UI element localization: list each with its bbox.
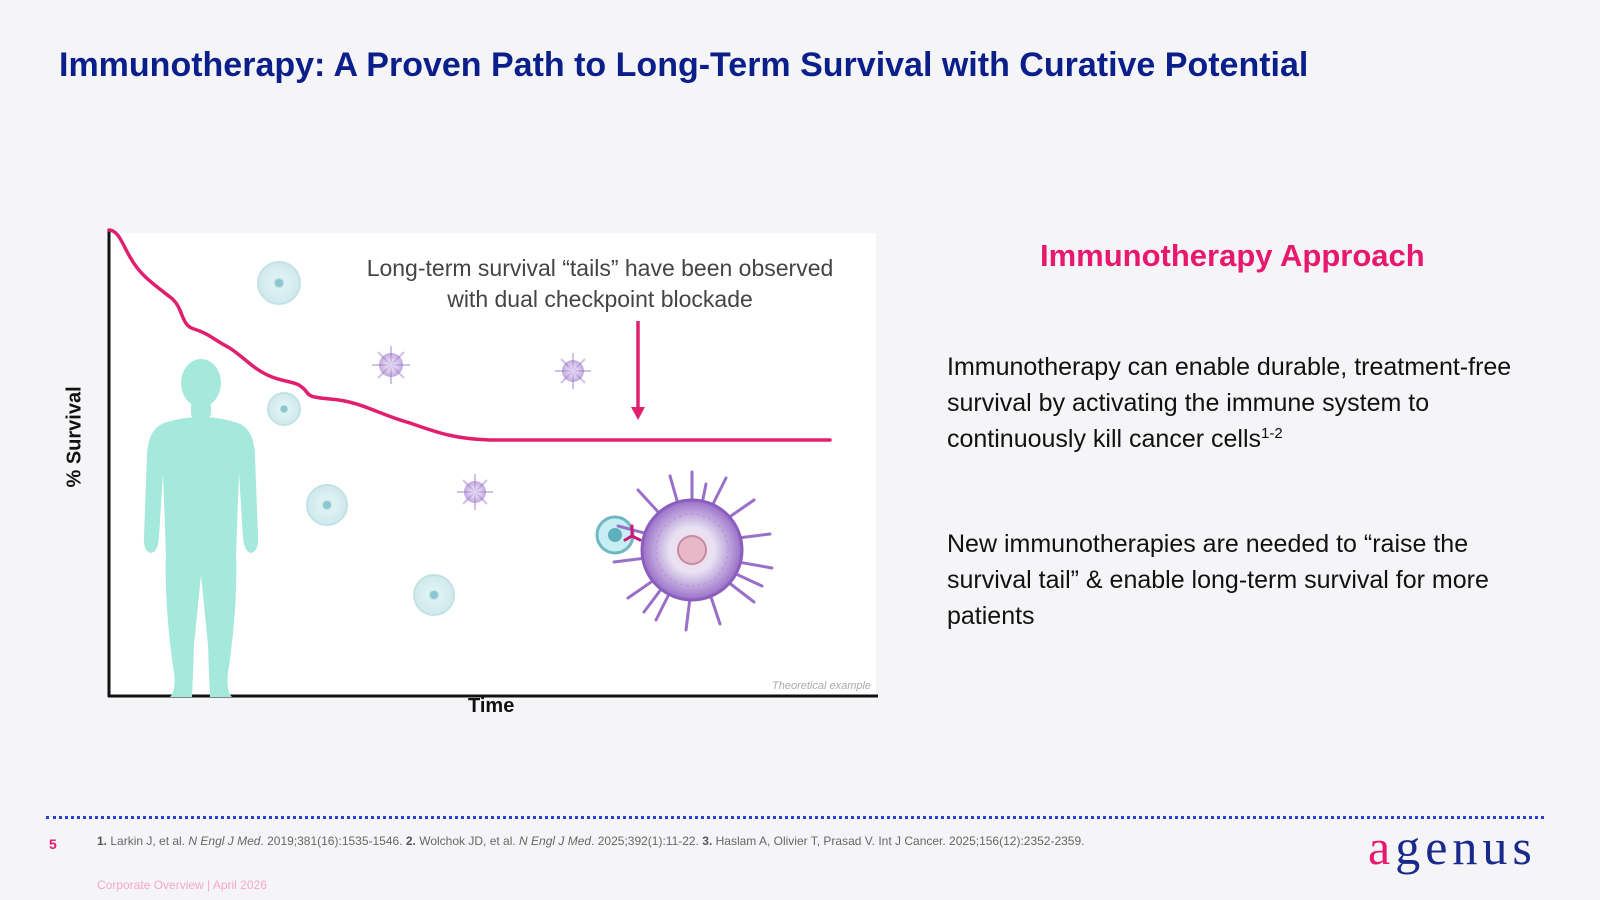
annotation-line-1: Long-term survival “tails” have been obs… bbox=[366, 255, 834, 281]
survival-curve bbox=[107, 228, 832, 442]
footer-divider bbox=[46, 816, 1544, 819]
ref-2-details: . 2025;392(1):11-22. bbox=[591, 834, 703, 848]
slide-title: Immunotherapy: A Proven Path to Long-Ter… bbox=[59, 46, 1309, 84]
cancer-cell-icon bbox=[555, 353, 591, 389]
cancer-cell-icon bbox=[457, 474, 493, 510]
ref-1-number: 1. bbox=[97, 834, 108, 848]
chart-annotation: Long-term survival “tails” have been obs… bbox=[340, 253, 860, 315]
immune-cell-icon bbox=[595, 515, 635, 555]
large-cancer-cell-icon bbox=[612, 470, 774, 632]
ref-1-details: . 2019;381(16):1535-1546. bbox=[260, 834, 406, 848]
ref-2-number: 2. bbox=[405, 834, 416, 848]
footer-text: Corporate Overview | April 2026 bbox=[97, 878, 267, 892]
approach-paragraph-1: Immunotherapy can enable durable, treatm… bbox=[947, 349, 1547, 457]
ref-2-authors: Wolchok JD, et al. bbox=[415, 834, 520, 848]
approach-paragraph-2: New immunotherapies are needed to “raise… bbox=[947, 530, 1489, 630]
survival-diagram-svg bbox=[107, 228, 878, 698]
ref-2-journal: N Engl J Med bbox=[519, 834, 592, 848]
page-number: 5 bbox=[49, 836, 57, 852]
theoretical-example-label: Theoretical example bbox=[772, 680, 872, 692]
ref-3-text: Haslam A, Olivier T, Prasad V. Int J Can… bbox=[712, 834, 1085, 848]
immune-cell-icon bbox=[257, 261, 301, 305]
x-axis-label: Time bbox=[468, 695, 515, 717]
y-axis-label: % Survival bbox=[63, 386, 86, 488]
immune-cell-icon bbox=[267, 392, 301, 426]
paragraph-1-text: Immunotherapy can enable durable, treatm… bbox=[947, 353, 1512, 453]
down-arrow-icon bbox=[631, 321, 645, 420]
approach-heading: Immunotherapy Approach bbox=[1040, 238, 1425, 273]
logo-first-letter: a bbox=[1368, 819, 1396, 875]
ref-1-journal: N Engl J Med bbox=[188, 834, 261, 848]
immune-cell-icon bbox=[306, 484, 348, 526]
ref-1-authors: Larkin J, et al. bbox=[107, 834, 189, 848]
immune-cell-icon bbox=[413, 574, 455, 616]
human-figure-icon bbox=[143, 359, 259, 697]
annotation-line-2: with dual checkpoint blockade bbox=[447, 286, 753, 312]
agenus-logo: agenus bbox=[1368, 818, 1537, 876]
references: 1. Larkin J, et al. N Engl J Med. 2019;3… bbox=[97, 834, 1085, 848]
ref-3-number: 3. bbox=[702, 834, 713, 848]
logo-rest: genus bbox=[1395, 819, 1537, 875]
cancer-cell-icon bbox=[372, 346, 410, 384]
survival-chart: % Survival Time Theoretical example bbox=[60, 225, 880, 735]
citation-superscript: 1-2 bbox=[1261, 425, 1283, 442]
antibody-icon bbox=[623, 524, 642, 542]
